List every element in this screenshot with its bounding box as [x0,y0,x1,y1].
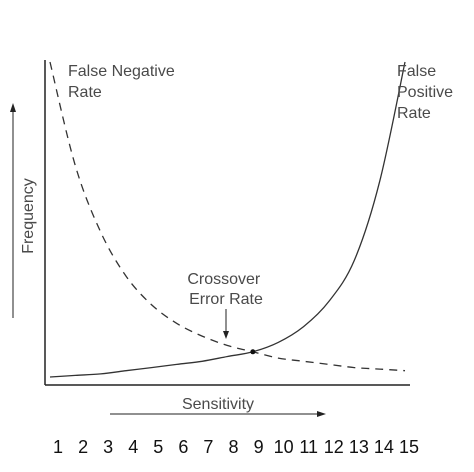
crossover-point [250,349,256,355]
x-tick-label: 4 [128,437,138,457]
crossover-label: Crossover Error Rate [187,271,264,308]
false-positive-label-line-2: Positive [397,84,453,101]
crossover-label-line-2: Error Rate [189,291,263,308]
x-tick-label: 14 [374,437,394,457]
false-positive-label-line-1: False [397,63,436,80]
false-negative-label: False Negative Rate [68,63,179,101]
false-positive-label-line-3: Rate [397,105,431,122]
x-axis-arrowhead [317,411,326,417]
x-tick-label: 1 [53,437,63,457]
x-tick-label: 7 [203,437,213,457]
false-negative-label-line-2: Rate [68,84,102,101]
x-tick-label: 11 [299,437,318,457]
false-negative-curve [49,61,406,372]
x-tick-label: 8 [228,437,238,457]
x-tick-label: 3 [103,437,113,457]
x-tick-label: 10 [274,437,294,457]
x-tick-label: 5 [153,437,163,457]
x-tick-label: 9 [254,437,264,457]
x-axis-label: Sensitivity [182,396,254,413]
y-axis-label: Frequency [20,178,37,254]
x-tick-label: 6 [178,437,188,457]
y-axis-arrowhead [10,103,16,112]
x-tick-label: 12 [324,437,344,457]
false-positive-label: False Positive Rate [397,63,457,122]
x-tick-label: 2 [78,437,88,457]
crossover-arrowhead [223,331,229,339]
false-positive-curve [49,61,406,378]
crossover-label-line-1: Crossover [187,271,261,288]
x-tick-label: 13 [349,437,369,457]
x-tick-label: 15 [399,437,419,457]
x-tick-labels: 1 2 3 4 5 6 7 8 9 10 11 12 13 14 15 [53,437,419,457]
false-negative-label-line-1: False Negative [68,63,175,80]
